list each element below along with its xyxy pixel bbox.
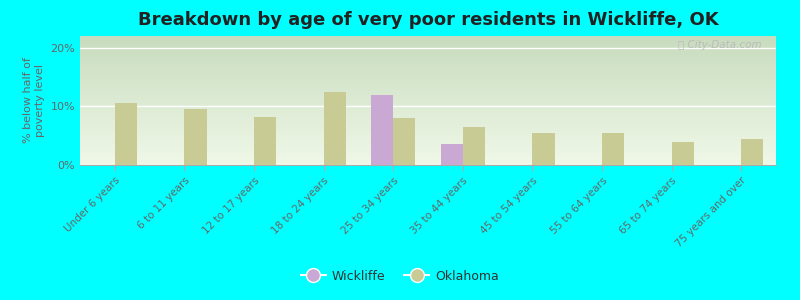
Legend: Wickliffe, Oklahoma: Wickliffe, Oklahoma bbox=[296, 265, 504, 288]
Bar bbox=[323, 92, 346, 165]
Bar bbox=[463, 127, 485, 165]
Bar bbox=[672, 142, 694, 165]
Y-axis label: % below half of
poverty level: % below half of poverty level bbox=[23, 58, 45, 143]
Bar bbox=[441, 145, 463, 165]
Bar bbox=[394, 118, 415, 165]
Bar bbox=[115, 103, 137, 165]
Title: Breakdown by age of very poor residents in Wickliffe, OK: Breakdown by age of very poor residents … bbox=[138, 11, 718, 29]
Bar bbox=[742, 139, 763, 165]
Text: ⓘ City-Data.com: ⓘ City-Data.com bbox=[678, 40, 762, 50]
Bar bbox=[254, 117, 276, 165]
Bar bbox=[371, 94, 394, 165]
Bar bbox=[602, 133, 624, 165]
Bar bbox=[533, 133, 554, 165]
Bar bbox=[184, 109, 206, 165]
